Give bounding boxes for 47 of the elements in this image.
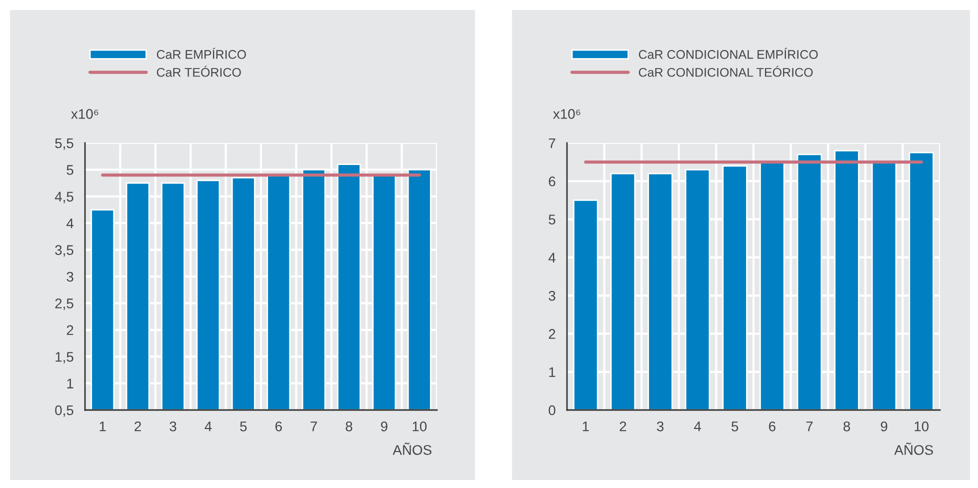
y-tick-label: 5 xyxy=(66,165,74,175)
legend-label: CaR EMPÍRICO xyxy=(156,48,246,59)
y-tick-label: 6 xyxy=(548,176,556,186)
y-tick-label: 3 xyxy=(66,272,74,282)
y-tick-label: 3 xyxy=(548,290,556,301)
x-tick-label: 1 xyxy=(582,422,589,432)
y-tick-label: 1 xyxy=(67,378,74,388)
x-tick-label: 9 xyxy=(380,421,388,432)
x-tick-label: 8 xyxy=(346,421,352,432)
x-tick-label: 4 xyxy=(204,422,212,432)
x-tick-label: 5 xyxy=(240,422,247,432)
x-tick-label: 9 xyxy=(880,421,888,432)
x-tick-label: 10 xyxy=(412,421,427,432)
x-axis-title: AÑOS xyxy=(894,442,933,455)
legend-label: CaR CONDICIONAL EMPÍRICO xyxy=(638,48,818,59)
x-tick-label: 7 xyxy=(310,422,317,432)
y-tick-label: 7 xyxy=(548,138,556,148)
y-tick-label: 4 xyxy=(66,218,74,228)
y-tick-label: 0 xyxy=(548,405,556,416)
y-tick-label: 2,5 xyxy=(55,298,74,310)
x-tick-label: 8 xyxy=(843,421,850,432)
x-tick-label: 3 xyxy=(656,421,664,432)
y-tick-label: 2 xyxy=(66,325,74,335)
x-tick-label: 2 xyxy=(620,421,626,432)
y-axis-title: x10⁶ xyxy=(71,109,98,119)
y-axis-title: x10⁶ xyxy=(553,109,580,119)
x-tick-label: 5 xyxy=(732,422,738,432)
y-tick-label: 5 xyxy=(548,214,556,224)
x-tick-label: 10 xyxy=(914,421,929,432)
x-tick-label: 7 xyxy=(806,422,813,432)
y-tick-label: 0,5 xyxy=(55,405,74,417)
y-tick-label: 4 xyxy=(548,252,556,262)
x-tick-label: 4 xyxy=(694,422,702,432)
y-tick-label: 1,5 xyxy=(56,352,74,364)
y-tick-label: 3,5 xyxy=(55,245,74,257)
legend-label: CaR TEÓRICO xyxy=(156,66,241,77)
x-tick-label: 1 xyxy=(100,422,106,432)
x-tick-label: 3 xyxy=(170,421,176,432)
x-tick-label: 6 xyxy=(768,421,776,432)
y-tick-label: 5,5 xyxy=(55,138,74,150)
x-tick-label: 2 xyxy=(134,421,141,432)
y-tick-label: 4,5 xyxy=(54,192,74,204)
x-tick-label: 6 xyxy=(275,421,282,432)
x-axis-title: AÑOS xyxy=(392,442,432,455)
legend-label: CaR CONDICIONAL TEÓRICO xyxy=(638,66,813,77)
y-tick-label: 1 xyxy=(549,367,556,377)
y-tick-label: 2 xyxy=(548,329,556,339)
